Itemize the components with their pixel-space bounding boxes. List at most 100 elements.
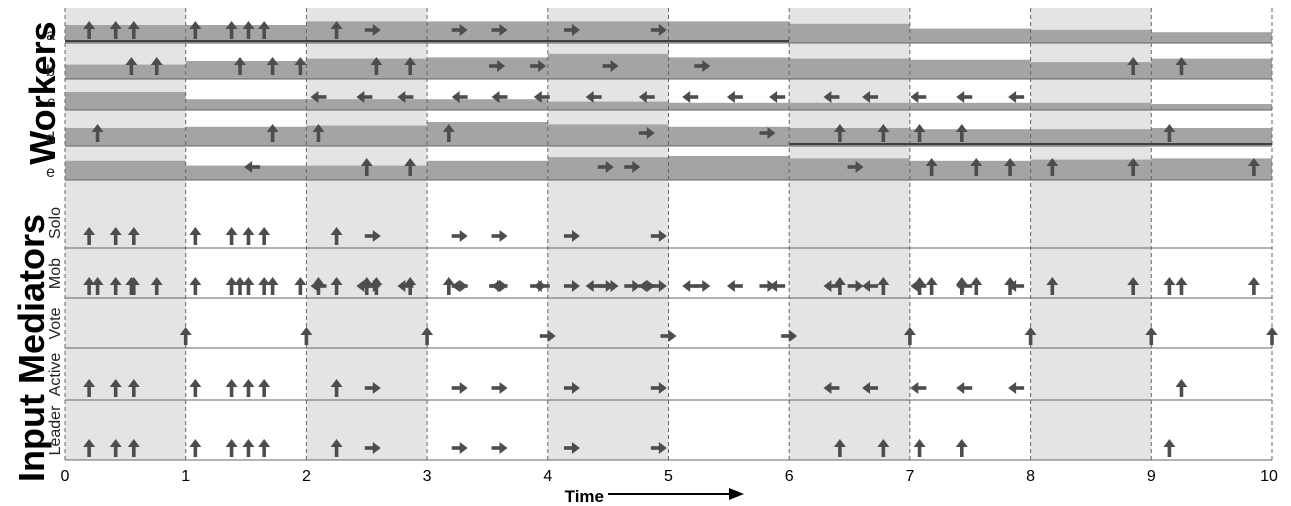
event-arrow-left — [726, 280, 743, 292]
event-arrow-left — [1008, 91, 1025, 103]
event-arrow-up — [421, 327, 434, 345]
event-arrow-right — [650, 280, 667, 292]
x-tick-label: 7 — [905, 468, 914, 485]
event-arrow-up — [1127, 158, 1140, 176]
row-label-leader: Leader — [47, 405, 64, 455]
event-arrow-up — [127, 439, 140, 457]
shaded-interval — [789, 8, 910, 460]
worker-bar — [65, 25, 186, 43]
event-arrow-right — [451, 382, 468, 394]
worker-bar — [185, 61, 307, 79]
event-arrow-up — [1046, 158, 1059, 176]
row-label-solo: Solo — [47, 207, 64, 239]
worker-bar — [668, 57, 790, 79]
event-arrow-up — [109, 227, 122, 245]
event-arrow-up — [242, 439, 255, 457]
event-arrow-left — [956, 280, 973, 292]
row-label-vote: Vote — [47, 307, 64, 339]
event-arrow-up — [1266, 327, 1278, 345]
event-arrow-left — [533, 91, 550, 103]
event-arrow-right — [364, 442, 381, 454]
event-arrow-up — [913, 439, 926, 457]
event-arrow-up — [1127, 277, 1140, 295]
event-arrow-up — [404, 277, 417, 295]
x-axis-title: Time — [565, 487, 604, 506]
event-arrow-up — [877, 124, 890, 142]
x-tick-label: 1 — [181, 468, 190, 485]
worker-bar — [1151, 128, 1272, 146]
row-label-d: d — [46, 130, 55, 147]
event-arrow-right — [491, 382, 508, 394]
event-arrow-left — [823, 91, 840, 103]
worker-bar — [1151, 58, 1272, 79]
worker-bar — [1030, 62, 1152, 79]
event-arrow-right — [364, 24, 381, 36]
event-arrow-up — [234, 57, 247, 75]
event-arrow-up — [189, 439, 202, 457]
event-arrow-up — [833, 439, 846, 457]
event-arrow-up — [258, 277, 271, 295]
event-arrow-left — [862, 280, 879, 292]
event-arrow-up — [1046, 277, 1059, 295]
event-arrow-left — [1008, 280, 1025, 292]
worker-bar — [547, 124, 669, 146]
event-arrow-right — [694, 60, 711, 72]
event-arrow-right — [563, 230, 580, 242]
worker-bar — [306, 125, 428, 146]
event-arrow-up — [109, 439, 122, 457]
event-arrow-left — [910, 382, 927, 394]
event-arrow-left — [491, 91, 508, 103]
event-arrow-up — [179, 327, 192, 345]
x-tick-label: 8 — [1026, 468, 1035, 485]
event-arrow-up — [312, 124, 325, 142]
event-arrow-up — [225, 379, 238, 397]
workers-group-title: Workers — [22, 21, 63, 164]
event-arrow-left — [533, 280, 550, 292]
worker-bar — [1030, 159, 1152, 180]
event-arrow-left — [956, 382, 973, 394]
event-arrow-up — [330, 379, 343, 397]
event-arrow-right — [563, 442, 580, 454]
worker-bar — [668, 126, 790, 146]
event-arrow-right — [530, 60, 547, 72]
worker-bar — [668, 21, 790, 43]
event-arrow-up — [1247, 158, 1260, 176]
row-label-c: c — [47, 94, 55, 111]
event-arrow-right — [451, 230, 468, 242]
shaded-interval — [547, 8, 669, 460]
event-arrow-up — [83, 227, 96, 245]
event-arrow-up — [189, 277, 202, 295]
worker-bar — [306, 99, 428, 110]
event-arrow-up — [127, 21, 140, 39]
event-arrow-up — [189, 227, 202, 245]
shaded-intervals — [65, 8, 1152, 460]
event-arrow-up — [109, 379, 122, 397]
event-arrow-right — [451, 442, 468, 454]
event-arrow-right — [491, 230, 508, 242]
event-arrow-up — [125, 57, 138, 75]
row-label-active: Active — [47, 353, 64, 397]
event-arrow-right — [650, 382, 667, 394]
event-arrow-left — [823, 382, 840, 394]
event-arrow-right — [563, 382, 580, 394]
event-arrow-up — [370, 277, 383, 295]
worker-bar — [789, 23, 910, 43]
event-arrow-up — [189, 21, 202, 39]
event-arrow-up — [955, 439, 968, 457]
event-arrow-up — [404, 158, 417, 176]
event-arrow-right — [624, 280, 641, 292]
event-arrow-up — [903, 327, 916, 345]
event-arrow-left — [823, 280, 840, 292]
event-arrow-left — [682, 91, 699, 103]
event-arrow-up — [955, 124, 968, 142]
event-arrow-up — [1247, 277, 1260, 295]
row-separators — [65, 40, 1272, 461]
event-arrow-up — [1175, 379, 1188, 397]
event-arrow-right — [638, 127, 655, 139]
event-arrow-up — [294, 57, 307, 75]
event-arrow-right — [563, 280, 580, 292]
worker-bar — [1030, 29, 1152, 43]
worker-bar — [789, 102, 910, 110]
x-tick-label: 9 — [1147, 468, 1156, 485]
event-arrow-right — [624, 161, 641, 173]
